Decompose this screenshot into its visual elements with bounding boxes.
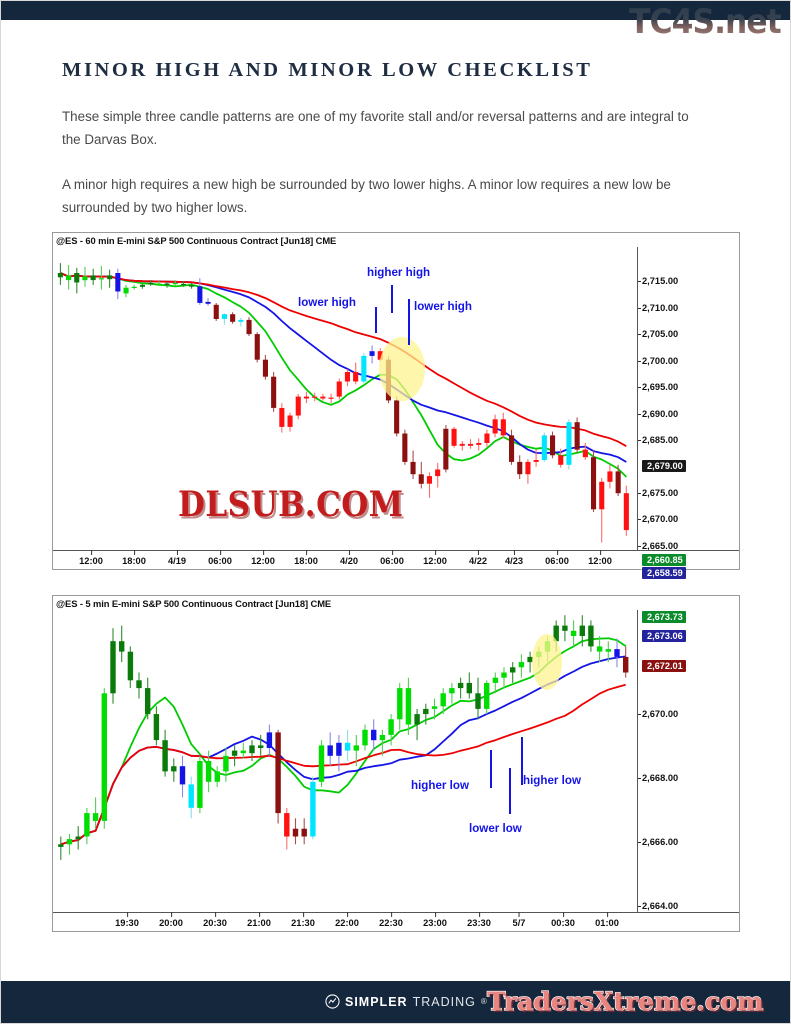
xtick: 00:30 bbox=[551, 912, 575, 928]
registered-mark: ® bbox=[480, 997, 488, 1006]
price-marker-last: 2,672.01 bbox=[638, 660, 686, 672]
page-title: MINOR HIGH AND MINOR LOW CHECKLIST bbox=[62, 59, 593, 81]
price-marker-fast-ma: 2,673.73 bbox=[638, 611, 686, 623]
ytick: 2,700.00 bbox=[637, 356, 679, 366]
annotation-tick-higher-low-left bbox=[490, 750, 492, 788]
chart-60min-canvas bbox=[57, 263, 629, 543]
ytick: 2,685.00 bbox=[637, 435, 679, 445]
xtick: 12:00 bbox=[423, 550, 447, 566]
xtick: 18:00 bbox=[122, 550, 146, 566]
tradersxtreme-watermark: TradersXtreme.com bbox=[486, 986, 764, 1016]
ytick: 2,675.00 bbox=[637, 488, 679, 498]
xtick: 20:30 bbox=[203, 912, 227, 928]
xtick: 5/7 bbox=[512, 912, 526, 928]
tc4s-watermark: TC4S.net bbox=[629, 2, 781, 42]
annotation-higher-high: higher high bbox=[367, 266, 431, 279]
intro-paragraph-1: These simple three candle patterns are o… bbox=[62, 109, 689, 147]
ytick: 2,670.00 bbox=[637, 709, 679, 719]
annotation-higher-low-left: higher low bbox=[411, 779, 469, 792]
annotation-tick-lower-high-left bbox=[375, 307, 377, 333]
xtick: 06:00 bbox=[545, 550, 569, 566]
intro-paragraph-2: A minor high requires a new high be surr… bbox=[62, 177, 671, 215]
top-banner bbox=[0, 0, 791, 20]
xtick: 12:00 bbox=[251, 550, 275, 566]
xtick: 21:30 bbox=[291, 912, 315, 928]
simpler-trading-logo: SIMPLER TRADING ® bbox=[325, 994, 488, 1009]
xtick: 12:00 bbox=[588, 550, 612, 566]
xtick: 23:00 bbox=[423, 912, 447, 928]
ytick: 2,690.00 bbox=[637, 409, 679, 419]
xtick: 4/23 bbox=[504, 550, 524, 566]
ytick: 2,715.00 bbox=[637, 276, 679, 286]
xtick: 22:00 bbox=[335, 912, 359, 928]
dlsub-watermark: DLSUB.COM bbox=[177, 484, 404, 526]
ytick: 2,705.00 bbox=[637, 329, 679, 339]
xtick: 20:00 bbox=[159, 912, 183, 928]
annotation-lower-high-left: lower high bbox=[298, 296, 356, 309]
xtick: 4/19 bbox=[167, 550, 187, 566]
chart-60min[interactable]: @ES - 60 min E-mini S&P 500 Continuous C… bbox=[52, 232, 741, 579]
price-marker-fast-ma: 2,660.85 bbox=[638, 554, 686, 566]
annotation-lower-low: lower low bbox=[469, 822, 522, 835]
annotation-tick-higher-high bbox=[391, 285, 393, 313]
xtick: 06:00 bbox=[208, 550, 232, 566]
xtick: 23:30 bbox=[467, 912, 491, 928]
annotation-higher-low-right: higher low bbox=[523, 774, 581, 787]
minor-low-highlight bbox=[532, 634, 562, 690]
chart-60min-plot[interactable] bbox=[53, 247, 637, 550]
xtick: 01:00 bbox=[595, 912, 619, 928]
xtick: 12:00 bbox=[79, 550, 103, 566]
xtick: 22:30 bbox=[379, 912, 403, 928]
ytick: 2,668.00 bbox=[637, 773, 679, 783]
ytick: 2,665.00 bbox=[637, 541, 679, 551]
minor-high-highlight bbox=[379, 337, 425, 401]
price-marker-last: 2,679.00 bbox=[638, 460, 686, 472]
annotation-tick-lower-high-right bbox=[408, 299, 410, 345]
xtick: 4/20 bbox=[339, 550, 359, 566]
xtick: 18:00 bbox=[294, 550, 318, 566]
ytick: 2,670.00 bbox=[637, 514, 679, 524]
xtick: 4/22 bbox=[468, 550, 488, 566]
chart-5min-title: @ES - 5 min E-mini S&P 500 Continuous Co… bbox=[56, 598, 332, 609]
chart-5min[interactable]: @ES - 5 min E-mini S&P 500 Continuous Co… bbox=[52, 595, 740, 932]
price-marker-mid-ma: 2,673.06 bbox=[638, 630, 686, 642]
simpler-logo-light: TRADING bbox=[412, 994, 476, 1009]
simpler-trading-icon bbox=[325, 994, 340, 1009]
chart-60min-title: @ES - 60 min E-mini S&P 500 Continuous C… bbox=[56, 235, 337, 246]
footer-bar: SIMPLER TRADING ® TradersXtreme.com bbox=[0, 981, 791, 1024]
annotation-tick-higher-low-right bbox=[521, 737, 523, 785]
ytick: 2,666.00 bbox=[637, 837, 679, 847]
ytick: 2,695.00 bbox=[637, 382, 679, 392]
xtick: 19:30 bbox=[115, 912, 139, 928]
xtick: 06:00 bbox=[380, 550, 404, 566]
annotation-lower-high-right: lower high bbox=[414, 300, 472, 313]
chart-60min-price-axis: 2,715.00 2,710.00 2,705.00 2,700.00 2,69… bbox=[637, 247, 741, 579]
xtick: 21:00 bbox=[247, 912, 271, 928]
ytick: 2,710.00 bbox=[637, 303, 679, 313]
chart-5min-price-axis: 2,670.00 2,668.00 2,666.00 2,664.00 2,67… bbox=[637, 610, 741, 912]
chart-60min-time-axis: 12:00 18:00 4/19 06:00 12:00 18:00 4/20 … bbox=[53, 550, 739, 570]
ytick: 2,664.00 bbox=[637, 901, 679, 911]
simpler-logo-bold: SIMPLER bbox=[345, 994, 408, 1009]
annotation-tick-lower-low bbox=[509, 768, 511, 814]
price-marker-mid-ma: 2,658.59 bbox=[638, 567, 686, 579]
chart-5min-time-axis: 19:30 20:00 20:30 21:00 21:30 22:00 22:3… bbox=[53, 912, 739, 932]
